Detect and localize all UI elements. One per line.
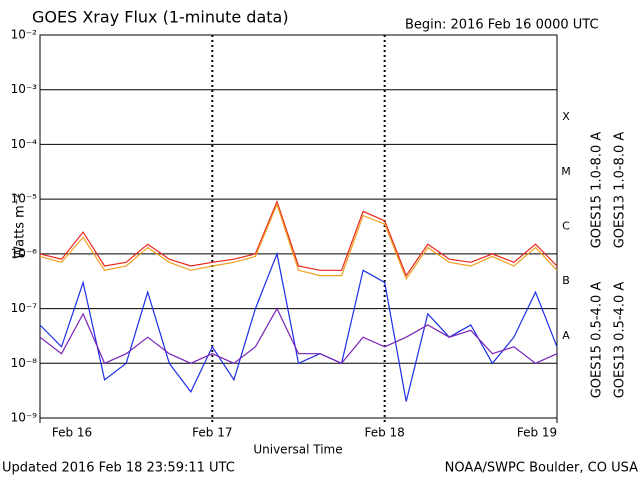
y-tick-label: 10⁻²: [11, 28, 38, 42]
legend-entry: GOES15 0.5-4.0 A: [590, 282, 605, 399]
x-tick-label: Feb 16: [52, 426, 92, 440]
series-line: [39, 202, 558, 281]
flare-class-label: C: [562, 220, 570, 233]
legend-entry: GOES13 0.5-4.0 A: [613, 282, 628, 399]
flare-class-label: B: [562, 274, 570, 287]
chart-subtitle: Begin: 2016 Feb 16 0000 UTC: [405, 18, 599, 33]
series-line: [39, 199, 558, 277]
flare-class-label: A: [562, 329, 570, 342]
y-tick-label: 10⁻⁶: [11, 246, 38, 260]
footer-right: NOAA/SWPC Boulder, CO USA: [445, 461, 638, 476]
flare-class-label: M: [561, 165, 571, 178]
y-axis-label: Watts m⁻²: [13, 193, 28, 259]
legend-entry: GOES15 1.0-8.0 A: [590, 132, 605, 249]
y-tick-label: 10⁻⁵: [11, 192, 38, 206]
x-tick-label: Feb 18: [364, 426, 404, 440]
y-tick-label: 10⁻⁷: [11, 301, 38, 315]
x-tick-label: Feb 17: [192, 426, 232, 440]
y-tick-label: 10⁻⁹: [11, 411, 38, 425]
plot-frame: [39, 34, 558, 419]
y-tick-label: 10⁻⁸: [11, 356, 38, 370]
x-tick-label: Feb 19: [517, 426, 557, 440]
y-tick-label: 10⁻³: [11, 82, 38, 96]
y-tick-label: 10⁻⁴: [11, 137, 38, 151]
footer-left: Updated 2016 Feb 18 23:59:11 UTC: [2, 461, 235, 476]
chart-title: GOES Xray Flux (1-minute data): [32, 8, 289, 27]
series-line: [39, 307, 558, 365]
series-line: [39, 251, 558, 402]
legend-entry: GOES13 1.0-8.0 A: [613, 132, 628, 249]
flare-class-label: X: [562, 110, 570, 123]
x-axis-label: Universal Time: [253, 443, 342, 457]
